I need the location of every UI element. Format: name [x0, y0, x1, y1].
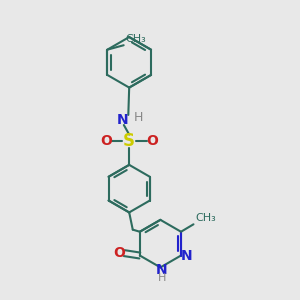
Text: O: O [146, 134, 158, 148]
Text: H: H [158, 273, 166, 283]
Text: N: N [117, 113, 128, 127]
Text: CH₃: CH₃ [125, 34, 146, 44]
Text: O: O [113, 246, 125, 260]
Text: N: N [156, 263, 168, 278]
Text: H: H [134, 111, 143, 124]
Text: O: O [100, 134, 112, 148]
Text: CH₃: CH₃ [195, 213, 216, 223]
Text: S: S [123, 132, 135, 150]
Text: N: N [181, 248, 192, 262]
